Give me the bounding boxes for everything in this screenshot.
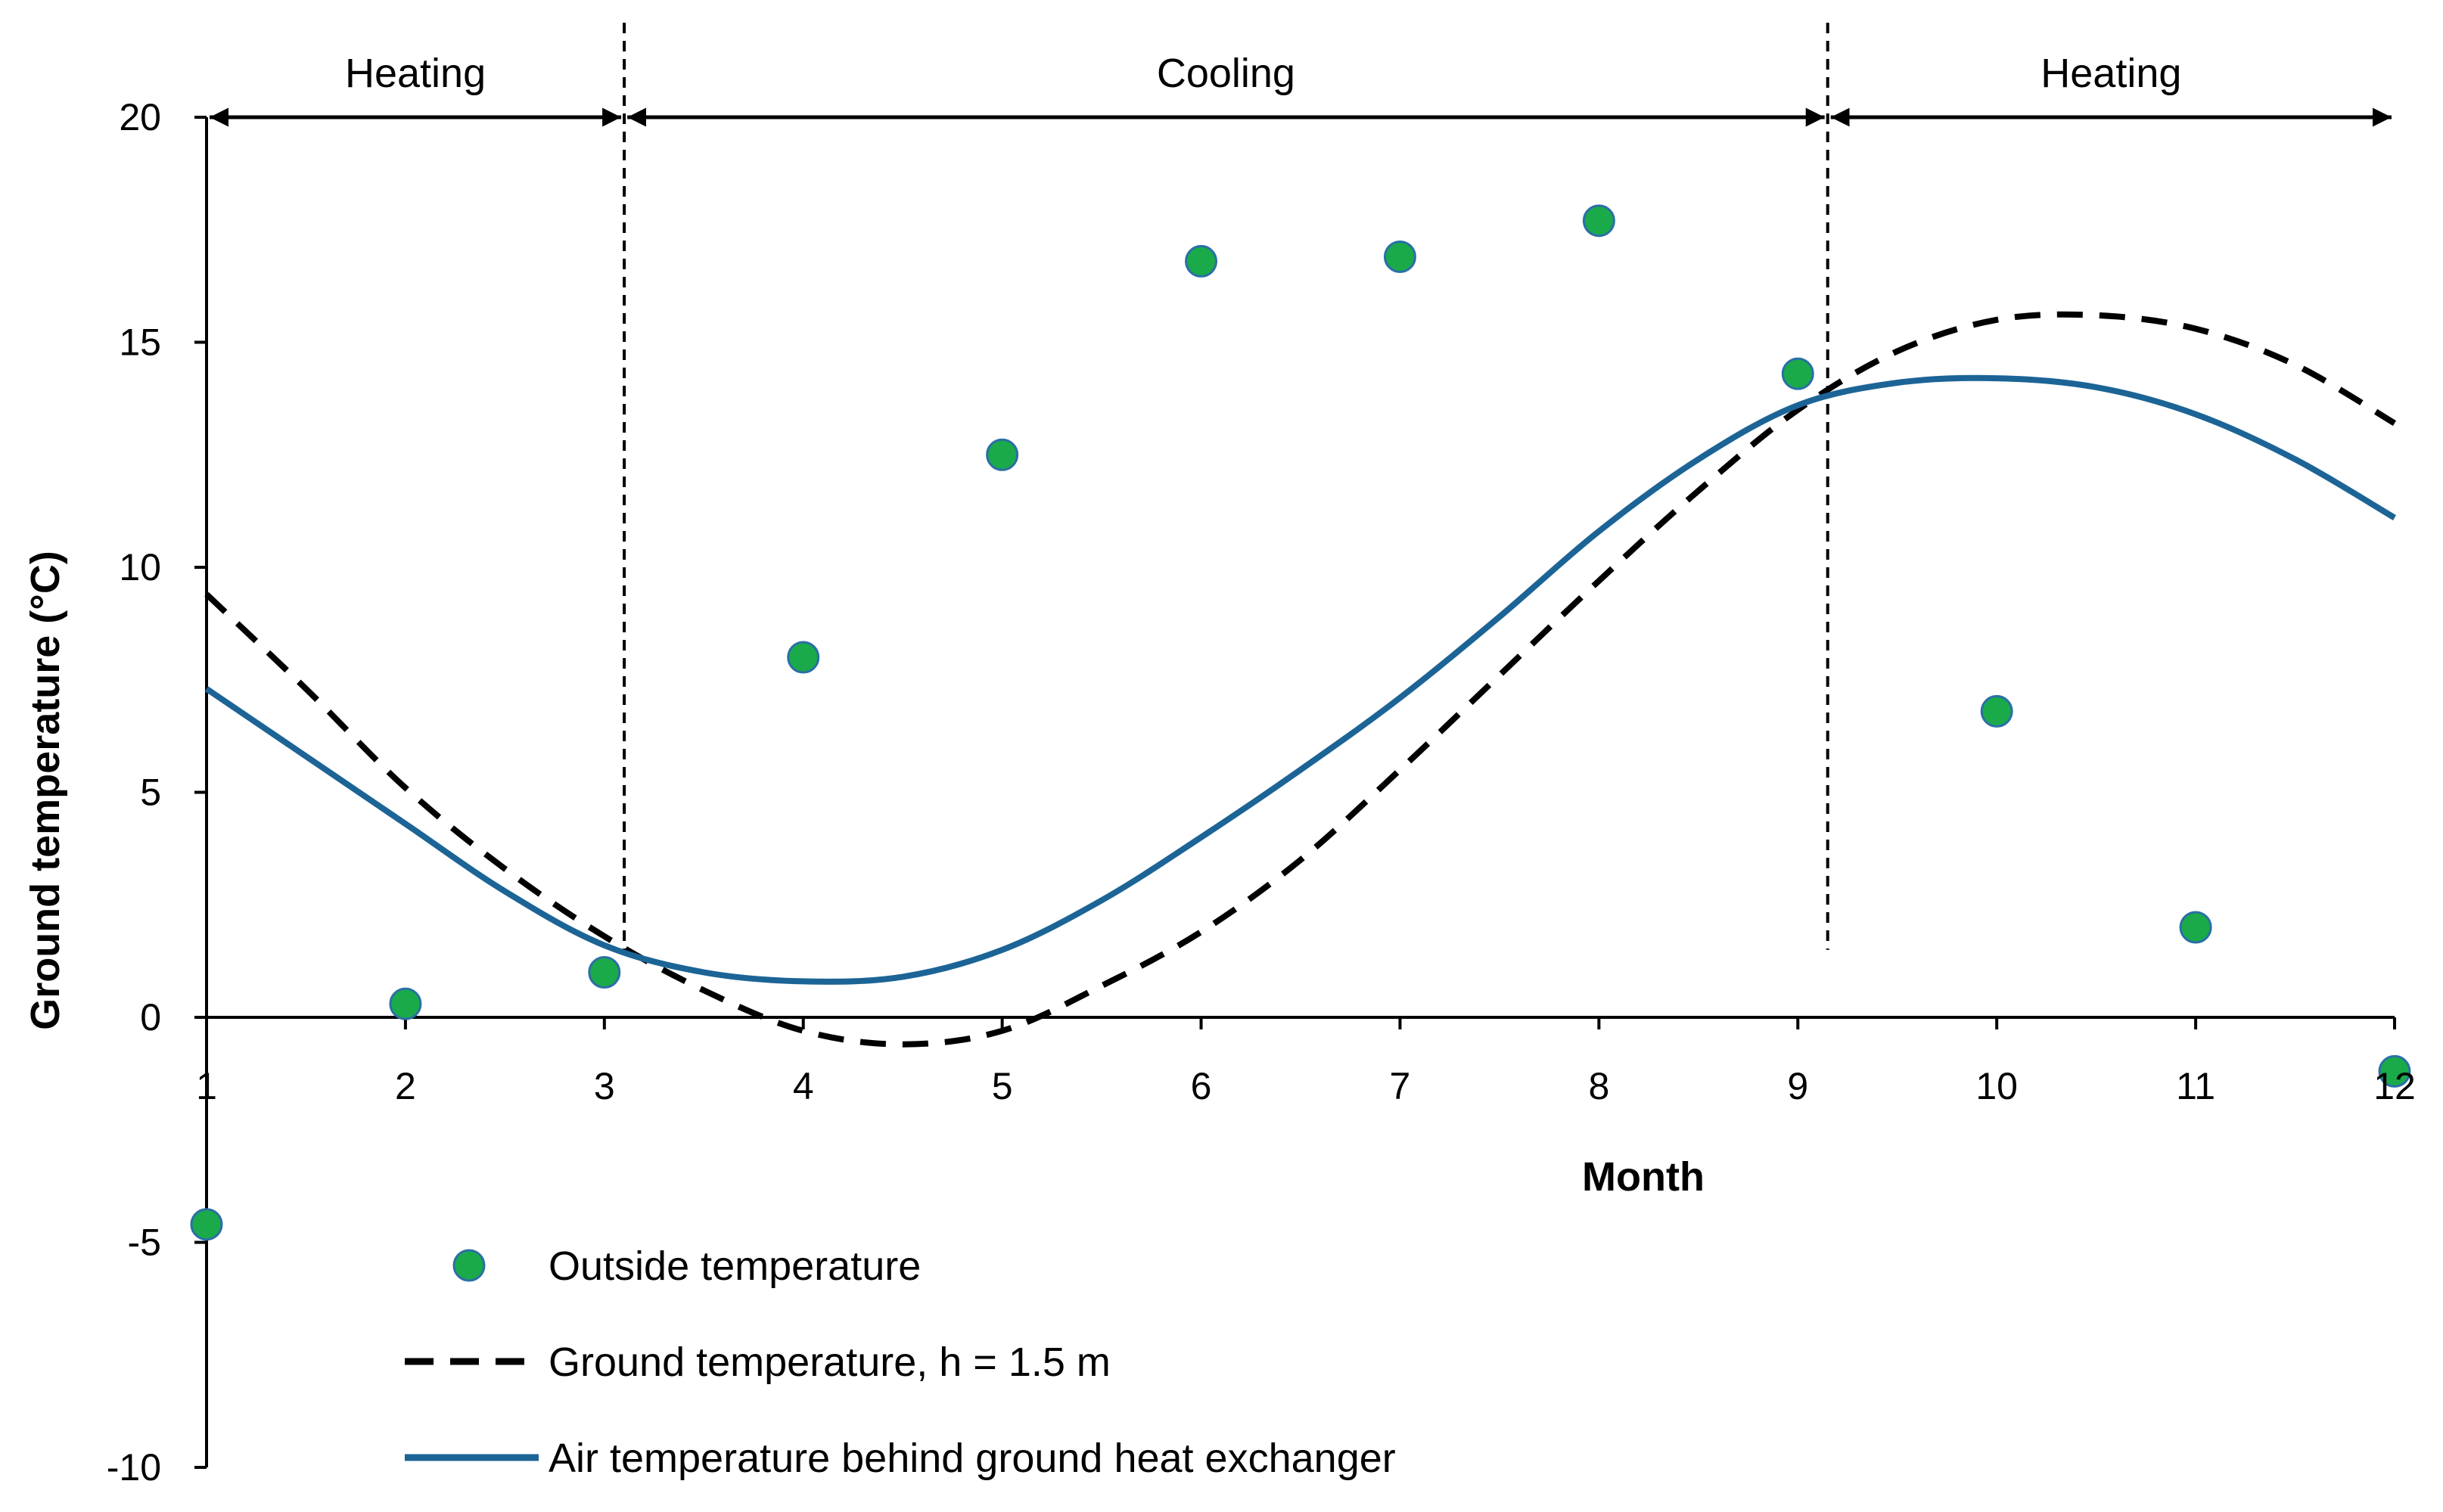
series-line-air-temperature-behind-ground-heat-exchanger bbox=[204, 374, 2397, 985]
season-label-heating-1: Heating bbox=[345, 51, 486, 96]
x-tick-label-6: 6 bbox=[1191, 1065, 1212, 1107]
data-point-outside-temperature-6 bbox=[1185, 244, 1218, 278]
data-point-outside-temperature-11 bbox=[2179, 911, 2212, 944]
y-tick-label-15: 15 bbox=[119, 321, 161, 364]
x-tick-label-5: 5 bbox=[992, 1065, 1013, 1107]
x-tick-label-3: 3 bbox=[594, 1065, 615, 1107]
x-tick-label-9: 9 bbox=[1787, 1065, 1808, 1107]
season-label-heating-3: Heating bbox=[2040, 51, 2181, 96]
data-point-outside-temperature-9 bbox=[1781, 357, 1814, 390]
data-point-outside-temperature-3 bbox=[588, 956, 621, 989]
legend-label-air-temperature: Air temperature behind ground heat excha… bbox=[549, 1436, 1396, 1481]
legend-item-ground-temperature: Ground temperature, h = 1.5 m bbox=[405, 1340, 1111, 1385]
data-point-outside-temperature-8 bbox=[1582, 204, 1615, 238]
data-point-outside-temperature-10 bbox=[1980, 694, 2013, 728]
x-tick-label-8: 8 bbox=[1588, 1065, 1609, 1107]
axes bbox=[194, 116, 2396, 1469]
data-point-outside-temperature-12 bbox=[2378, 1054, 2411, 1088]
legend-item-air-temperature: Air temperature behind ground heat excha… bbox=[405, 1436, 1396, 1481]
legend-marker-outside-temperature bbox=[452, 1249, 486, 1282]
y-axis-title: Ground temperature (°C) bbox=[23, 551, 68, 1030]
legend-label-outside-temperature: Outside temperature bbox=[549, 1243, 921, 1289]
x-axis-title: Month bbox=[1582, 1154, 1705, 1200]
x-tick-label-2: 2 bbox=[395, 1065, 416, 1107]
x-tick-label-11: 11 bbox=[2176, 1065, 2215, 1107]
data-point-outside-temperature-4 bbox=[787, 641, 820, 674]
x-tick-label-4: 4 bbox=[793, 1065, 814, 1107]
y-tick-label-0: 0 bbox=[140, 996, 161, 1039]
y-tick-label-20: 20 bbox=[119, 96, 161, 138]
y-tick-label-5: 5 bbox=[140, 772, 161, 814]
y-tick-label-10: -10 bbox=[107, 1446, 161, 1489]
x-tick-label-7: 7 bbox=[1390, 1065, 1411, 1107]
y-tick-label-10: 10 bbox=[119, 546, 161, 588]
x-tick-label-12: 12 bbox=[2373, 1065, 2416, 1107]
y-tick-label-5: -5 bbox=[128, 1222, 161, 1264]
season-annotations: Heating Cooling Heating bbox=[210, 23, 2392, 950]
data-point-outside-temperature-5 bbox=[986, 438, 1019, 471]
data-point-outside-temperature-7 bbox=[1383, 240, 1416, 273]
season-label-cooling-2: Cooling bbox=[1157, 51, 1295, 96]
series-line-ground-temperature-h-1-5-m bbox=[204, 311, 2397, 1048]
data-point-outside-temperature-1 bbox=[190, 1208, 223, 1241]
data-point-outside-temperature-2 bbox=[389, 987, 422, 1020]
legend-label-ground-temperature: Ground temperature, h = 1.5 m bbox=[549, 1340, 1111, 1385]
legend: Outside temperature Ground temperature, … bbox=[405, 1243, 1396, 1481]
x-tick-label-10: 10 bbox=[1975, 1065, 2018, 1107]
x-tick-label-1: 1 bbox=[196, 1065, 217, 1107]
data-series bbox=[190, 204, 2411, 1241]
legend-item-outside-temperature: Outside temperature bbox=[452, 1243, 921, 1289]
